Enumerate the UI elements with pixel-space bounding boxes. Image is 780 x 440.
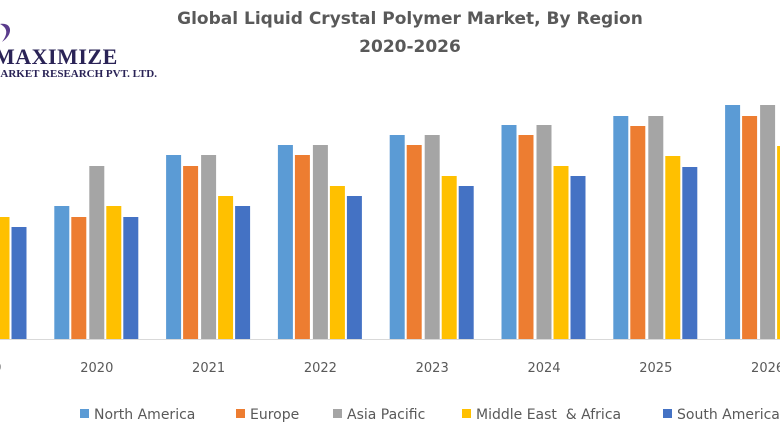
bar-south-america-2025 [682, 167, 698, 339]
logo-swoosh-icon [0, 23, 11, 42]
bar-europe-2025 [630, 126, 646, 339]
bar-europe-2022 [294, 155, 310, 339]
bar-asia-pacific-2025 [648, 116, 664, 339]
bar-middle-east-africa-2023 [441, 176, 457, 339]
legend-swatch [663, 409, 672, 418]
bar-south-america-2024 [570, 176, 586, 339]
bar-north-america-2024 [501, 125, 517, 339]
bar-asia-pacific-2021 [201, 155, 217, 339]
x-tick-label: 2025 [639, 361, 672, 376]
x-tick-label: 2020 [80, 361, 113, 376]
bar-south-america-2021 [235, 206, 251, 339]
bar-europe-2020 [71, 217, 87, 339]
bar-south-america-2019 [11, 227, 27, 339]
bar-south-america-2023 [458, 186, 474, 339]
bar-europe-2021 [183, 166, 199, 339]
x-tick-label: 2023 [416, 361, 449, 376]
bar-north-america-2020 [54, 206, 70, 339]
bar-north-america-2021 [166, 155, 182, 339]
bar-middle-east-africa-2020 [106, 206, 122, 339]
legend-swatch [462, 409, 471, 418]
legend-label: Middle East & Africa [476, 407, 621, 423]
bar-north-america-2025 [613, 116, 629, 339]
bar-middle-east-africa-2022 [329, 186, 345, 339]
bar-middle-east-africa-2019 [0, 217, 10, 339]
bar-south-america-2022 [346, 196, 362, 339]
bar-middle-east-africa-2025 [665, 156, 681, 339]
bar-asia-pacific-2026 [760, 105, 776, 339]
legend-swatch [236, 409, 245, 418]
bar-asia-pacific-2020 [89, 166, 105, 339]
bar-middle-east-africa-2026 [777, 146, 780, 339]
legend-label: Asia Pacific [347, 407, 425, 423]
bar-north-america-2023 [389, 135, 405, 339]
x-tick-label: 2026 [751, 361, 780, 376]
logo-sub-text: MARKET RESEARCH PVT. LTD. [0, 68, 157, 80]
bar-asia-pacific-2023 [424, 135, 440, 339]
bar-europe-2026 [742, 116, 758, 339]
bar-asia-pacific-2024 [536, 125, 552, 339]
bar-middle-east-africa-2021 [218, 196, 234, 339]
x-tick-label: 2019 [0, 361, 2, 376]
logo-main-text: MAXIMIZE [0, 44, 118, 69]
legend-swatch [333, 409, 342, 418]
legend-swatch [80, 409, 89, 418]
bar-north-america-2022 [277, 145, 293, 339]
bar-europe-2023 [406, 145, 422, 339]
chart-subtitle: 2020-2026 [359, 37, 461, 57]
bar-middle-east-africa-2024 [553, 166, 569, 339]
legend-label: Europe [250, 407, 299, 423]
x-tick-label: 2021 [192, 361, 225, 376]
chart-title: Global Liquid Crystal Polymer Market, By… [177, 9, 643, 29]
x-tick-label: 2022 [304, 361, 337, 376]
bar-north-america-2026 [725, 105, 741, 339]
bar-south-america-2020 [123, 217, 139, 339]
bar-europe-2024 [518, 135, 534, 339]
legend-label: South America [677, 407, 780, 423]
bar-asia-pacific-2022 [312, 145, 328, 339]
legend-label: North America [94, 407, 195, 423]
x-tick-label: 2024 [527, 361, 560, 376]
